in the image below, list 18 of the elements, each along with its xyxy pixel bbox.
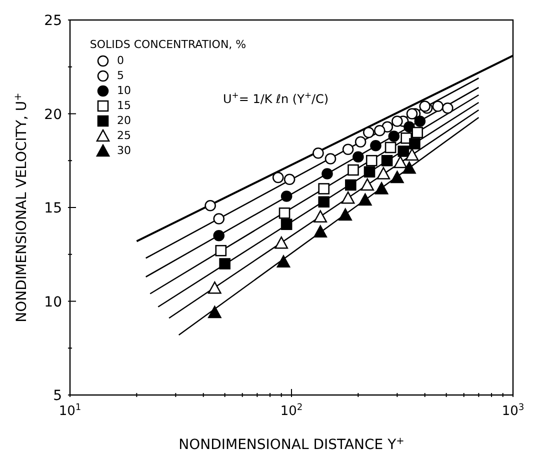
x-tick-label: 10$^{3}$ [502,403,524,419]
legend-label: 0 [117,54,124,67]
y-tick-label: 25 [44,13,62,29]
x-axis-title: NONDIMENSIONAL DISTANCE Y$^{+}$ [178,436,404,453]
legend-title: SOLIDS CONCENTRATION, % [88,38,248,51]
x-tick-label: 10$^{2}$ [280,403,303,419]
y-tick-label: 20 [44,106,62,123]
y-tick-label: 5 [53,388,62,404]
legend-label: 20 [117,114,131,127]
y-tick-label: 10 [44,294,62,310]
y-tick-label: 15 [44,200,62,216]
legend-label: 5 [117,69,124,82]
legend-label: 25 [117,129,131,142]
legend-label: 10 [117,84,131,97]
annotation: U$^{+}$= 1/K ℓn (Y$^{+}$/C) [223,90,329,106]
x-tick-label: 10$^{1}$ [58,403,82,419]
legend-label: 15 [117,99,131,112]
legend-label: 30 [117,144,131,157]
